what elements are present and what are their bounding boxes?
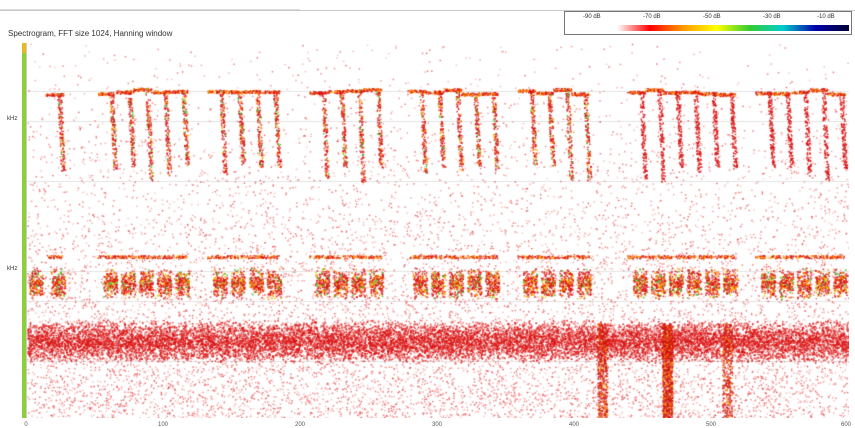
x-tick-label: 100	[157, 422, 169, 428]
legend-tick: -10 dB	[817, 14, 835, 20]
color-scale-legend: -90 dB -70 dB -50 dB -30 dB -10 dB	[564, 11, 852, 35]
color-gradient-bar	[617, 25, 849, 31]
x-tick-label: 600	[840, 422, 852, 428]
level-meter-peak	[22, 43, 26, 53]
level-meter-strip	[22, 43, 26, 418]
legend-tick: -70 dB	[643, 14, 661, 20]
x-tick-label: 0	[24, 422, 28, 428]
y-tick-label: kHz	[7, 266, 18, 272]
top-tab-strip	[0, 0, 300, 10]
legend-tick: -50 dB	[703, 14, 721, 20]
legend-tick: -90 dB	[583, 14, 601, 20]
top-divider	[0, 10, 855, 11]
x-tick-label: 400	[568, 422, 580, 428]
spectrogram-plot[interactable]	[26, 43, 849, 418]
legend-tick: -30 dB	[763, 14, 781, 20]
x-tick-label: 500	[705, 422, 717, 428]
window-title: Spectrogram, FFT size 1024, Hanning wind…	[8, 29, 173, 38]
spectrogram-canvas[interactable]	[27, 43, 849, 418]
y-tick-label: kHz	[7, 116, 18, 122]
x-tick-label: 200	[294, 422, 306, 428]
x-tick-label: 300	[431, 422, 443, 428]
